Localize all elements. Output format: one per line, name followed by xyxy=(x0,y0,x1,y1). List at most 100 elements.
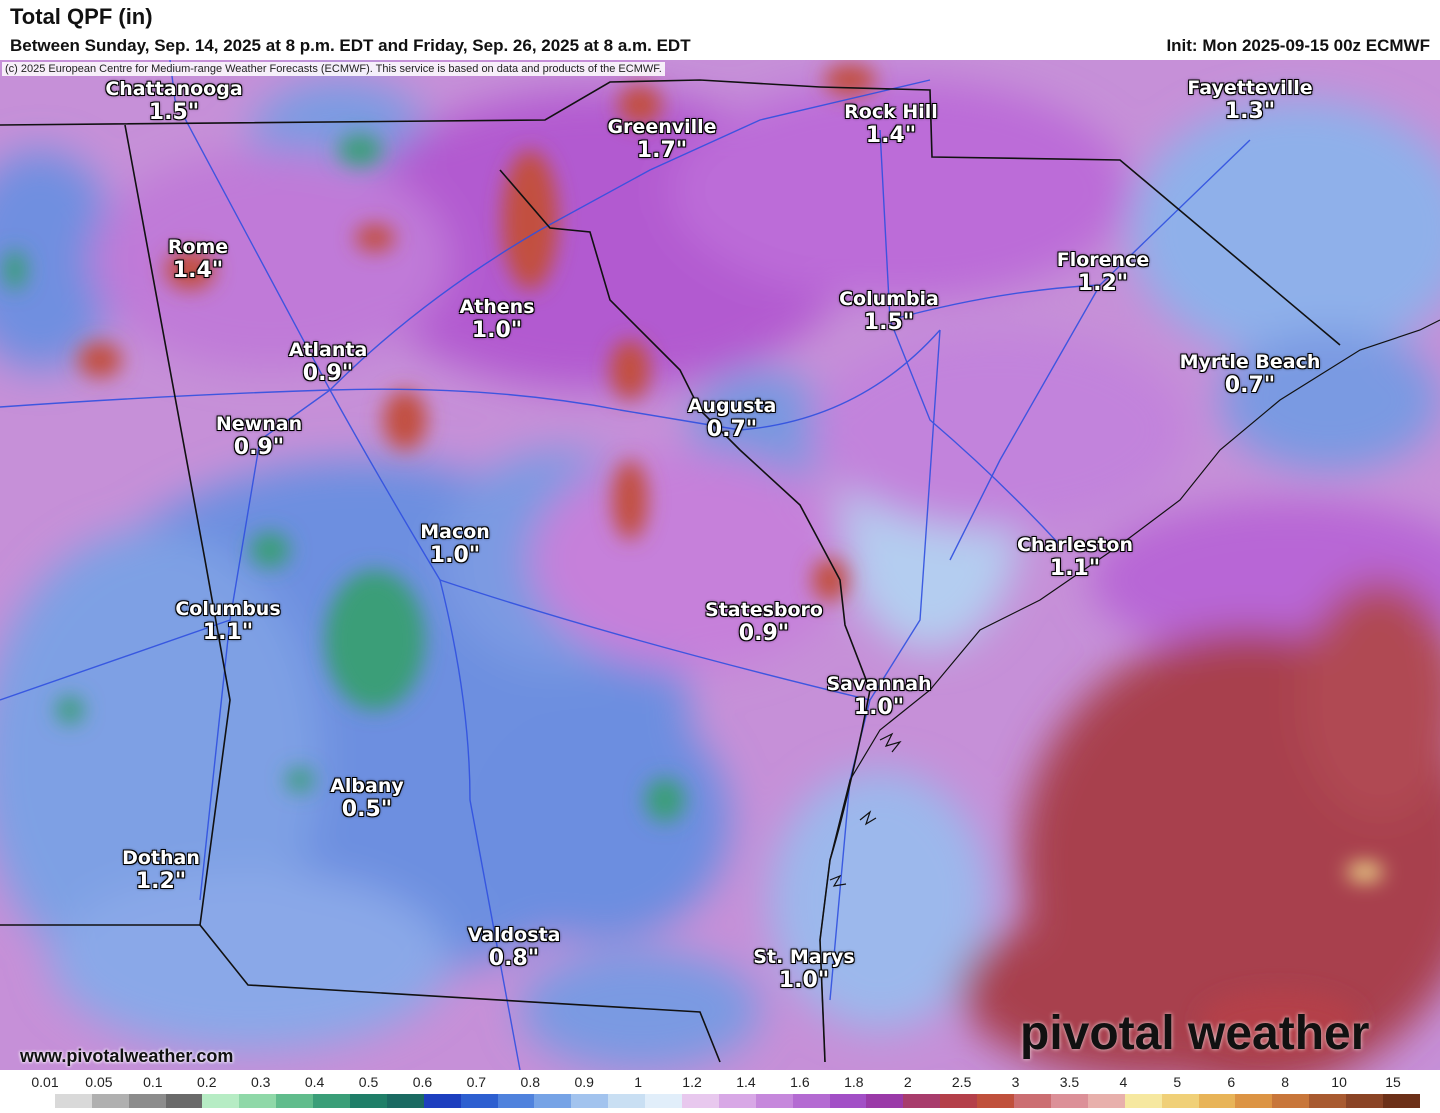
city-label: Rome 1.4" xyxy=(168,236,228,283)
legend-labels: 0.01 0.05 0.1 0.2 0.3 0.4 0.5 0.6 0.7 0.8 0.9 1 1.2 1… xyxy=(0,1074,1440,1092)
city-value: 1.0" xyxy=(778,968,830,993)
legend-tick-label: 10 xyxy=(1331,1074,1347,1090)
city-name: Charleston xyxy=(1016,534,1134,556)
legend-tick-label: 3.5 xyxy=(1059,1074,1080,1090)
legend-tick-label: 15 xyxy=(1385,1074,1401,1090)
city-name: Macon xyxy=(420,521,490,543)
website-url[interactable]: www.pivotalweather.com xyxy=(20,1046,234,1066)
precipitation-map[interactable] xyxy=(0,60,1440,1070)
legend-tick-label: 0.01 xyxy=(31,1074,59,1090)
legend-swatch xyxy=(128,1094,166,1108)
legend-tick-label: 0.6 xyxy=(412,1074,433,1090)
legend-swatch xyxy=(608,1094,646,1108)
city-value: 1.1" xyxy=(202,620,254,645)
legend-swatch xyxy=(460,1094,498,1108)
legend-swatch xyxy=(1235,1094,1273,1108)
header: Total QPF (in) Between Sunday, Sep. 14, … xyxy=(0,0,1440,60)
legend-swatch xyxy=(239,1094,277,1108)
city-label: Atlanta 0.9" xyxy=(289,339,368,386)
state-boundaries xyxy=(0,79,1341,1063)
city-label: Rock Hill 1.4" xyxy=(844,101,938,148)
legend-swatch xyxy=(1124,1094,1162,1108)
city-label: Valdosta 0.8" xyxy=(468,924,561,971)
legend-color-bar xyxy=(18,1094,1420,1108)
city-name: Myrtle Beach xyxy=(1179,351,1321,373)
legend-tick-label: 8 xyxy=(1281,1074,1290,1090)
city-name: Fayetteville xyxy=(1187,77,1313,99)
legend-swatch xyxy=(829,1094,867,1108)
city-label: Savannah 1.0" xyxy=(826,673,931,720)
legend-swatch xyxy=(91,1094,129,1108)
city-name: Savannah xyxy=(826,673,932,695)
city-value: 1.7" xyxy=(636,138,688,163)
legend-tick-label: 4 xyxy=(1119,1074,1128,1090)
city-value: 0.8" xyxy=(488,946,540,971)
city-value: 0.7" xyxy=(706,417,758,442)
city-name: Rome xyxy=(167,236,229,258)
legend-tick-label: 0.5 xyxy=(358,1074,379,1090)
legend-swatch xyxy=(682,1094,719,1108)
city-label: Columbus 1.1" xyxy=(175,598,280,645)
city-name: Chattanooga xyxy=(105,78,243,100)
legend-swatch xyxy=(386,1094,424,1108)
legend-swatch xyxy=(18,1094,55,1108)
legend-tick-label: 0.7 xyxy=(466,1074,487,1090)
city-name: Columbus xyxy=(175,598,281,620)
legend-tick-label: 1.4 xyxy=(736,1074,756,1090)
legend-swatch xyxy=(940,1094,978,1108)
legend-swatch xyxy=(1309,1094,1347,1108)
city-name: Dothan xyxy=(122,847,200,869)
legend-swatch xyxy=(313,1094,351,1108)
city-name: Florence xyxy=(1056,249,1150,271)
legend-tick-label: 0.4 xyxy=(304,1074,325,1090)
legend-tick-label: 2 xyxy=(903,1074,912,1090)
city-value: 1.0" xyxy=(471,318,523,343)
city-value: 1.0" xyxy=(429,543,481,568)
legend-swatch xyxy=(54,1094,92,1108)
city-label: Fayetteville 1.3" xyxy=(1187,77,1312,124)
city-name: Statesboro xyxy=(705,599,823,621)
city-name: Valdosta xyxy=(467,924,561,946)
city-value: 0.9" xyxy=(233,435,285,460)
coastline xyxy=(819,319,1440,1063)
city-name: Athens xyxy=(459,296,535,318)
legend-swatch xyxy=(718,1094,756,1108)
city-value: 1.2" xyxy=(1077,271,1129,296)
city-name: St. Marys xyxy=(753,946,855,968)
city-name: Albany xyxy=(330,775,404,797)
legend-swatch xyxy=(645,1094,683,1108)
city-value: 1.5" xyxy=(148,100,200,125)
city-value: 1.3" xyxy=(1224,99,1276,124)
legend-swatch xyxy=(423,1094,461,1108)
city-label: Chattanooga 1.5" xyxy=(105,78,242,125)
city-label: Augusta 0.7" xyxy=(688,395,777,442)
legend-tick-label: 0.2 xyxy=(197,1074,217,1090)
city-label: Greenville 1.7" xyxy=(607,116,716,163)
legend-swatch xyxy=(497,1094,535,1108)
map-title: Total QPF (in) xyxy=(10,4,153,29)
model-init: Init: Mon 2025-09-15 00z ECMWF xyxy=(1166,36,1430,55)
legend-swatch xyxy=(534,1094,572,1108)
city-label: Athens 1.0" xyxy=(459,296,534,343)
legend-swatch xyxy=(977,1094,1015,1108)
city-value: 1.4" xyxy=(865,123,917,148)
legend-swatch xyxy=(1087,1094,1125,1108)
legend-swatch xyxy=(202,1094,240,1108)
city-label: Newnan 0.9" xyxy=(216,413,302,460)
city-name: Rock Hill xyxy=(844,101,938,123)
legend-swatch xyxy=(792,1094,830,1108)
city-label: Florence 1.2" xyxy=(1057,249,1149,296)
legend-swatch xyxy=(1272,1094,1310,1108)
city-name: Atlanta xyxy=(288,339,368,361)
city-value: 0.7" xyxy=(1224,373,1276,398)
city-label: Columbia 1.5" xyxy=(839,288,939,335)
legend-swatch xyxy=(1014,1094,1051,1108)
legend-tick-label: 5 xyxy=(1173,1074,1182,1090)
city-label: Charleston 1.1" xyxy=(1017,534,1133,581)
city-name: Newnan xyxy=(215,413,303,435)
qpf-detail xyxy=(3,64,1383,1050)
city-label: Myrtle Beach 0.7" xyxy=(1180,351,1321,398)
city-value: 0.5" xyxy=(341,797,393,822)
legend-tick-label: 0.9 xyxy=(574,1074,594,1090)
legend-swatch xyxy=(903,1094,941,1108)
